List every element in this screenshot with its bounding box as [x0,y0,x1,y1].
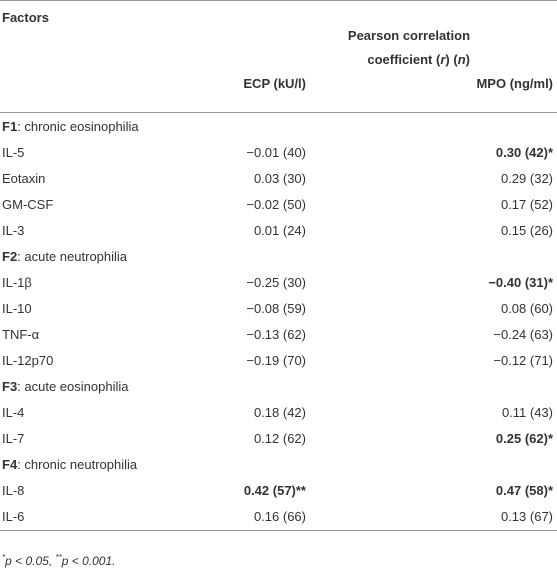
mpo-cell: −0.12 (71) [493,352,554,368]
pearson-header-line1: Pearson correlation [200,0,557,48]
ecp-cell: −0.02 (50) [246,196,306,212]
ecp-cell: −0.25 (30) [246,275,306,290]
mpo-cell: 0.47 (58)* [495,483,554,499]
ecp-cell: −0.01 (40) [246,144,306,160]
mpo-cell: −0.24 (63) [493,326,554,342]
factor-cell: Eotaxin [2,170,46,186]
table-row: IL-5 −0.01 (40) 0.30 (42)* [0,140,557,166]
footnote: *p < 0.05, **p < 0.001. [2,553,115,568]
mpo-cell: 0.29 (32) [500,170,554,186]
table-row: IL-4 0.18 (42) 0.11 (43) [0,400,557,426]
section-key: F2 [2,248,18,264]
section-row: F3: acute eosinophilia [0,373,557,400]
section-label: F4: chronic neutrophilia [0,451,557,478]
section-label: F1: chronic eosinophilia [0,113,557,140]
factor-cell: IL-4 [2,405,25,421]
ecp-cell: −0.19 (70) [246,352,306,368]
pearson-header-line2: coefficient (r) (n) [200,48,557,72]
ecp-cell: −0.13 (62) [246,326,306,342]
factor-cell: IL-3 [2,222,25,238]
factor-cell: IL-7 [2,430,25,446]
mpo-cell: −0.40 (31)* [488,275,554,290]
mpo-cell: 0.30 (42)* [495,144,554,160]
factor-cell: IL-5 [2,144,25,160]
factor-cell: IL-8 [2,483,25,499]
ecp-cell: 0.16 (66) [200,503,325,531]
factors-header: Factors [0,0,200,48]
section-row: F2: acute neutrophilia [0,243,557,270]
section-row: F4: chronic neutrophilia [0,451,557,478]
ecp-cell: 0.03 (30) [253,170,306,186]
header-spacer [0,48,200,72]
header-spacer [0,72,200,113]
table-row: IL-10 −0.08 (59) 0.08 (60) [0,295,557,321]
header-row-1: Factors Pearson correlation [0,0,557,48]
table-row: IL-12p70 −0.19 (70) −0.12 (71) [0,347,557,373]
ecp-column-header: ECP (kU/l) [200,72,325,113]
section-description: : chronic neutrophilia [17,457,138,473]
mpo-cell: 0.11 (43) [501,405,554,421]
header-row-2: coefficient (r) (n) [0,48,557,72]
ecp-cell: 0.01 (24) [253,222,306,238]
header-row-3: ECP (kU/l) MPO (ng/ml) [0,72,557,113]
section-description: : acute eosinophilia [17,378,129,394]
factor-cell: TNF-α [2,326,40,342]
section-row: F1: chronic eosinophilia [0,113,557,140]
section-label: F2: acute neutrophilia [0,243,557,270]
footnote-text-double: p < 0.001. [61,554,116,568]
footnote-text-single: p < 0.05, [5,554,56,568]
table-row: TNF-α −0.13 (62) −0.24 (63) [0,321,557,347]
table: Factors Pearson correlation coefficient … [0,0,557,531]
mpo-column-header: MPO (ng/ml) [325,72,557,113]
section-description: : chronic eosinophilia [17,118,139,134]
table-body: F1: chronic eosinophilia IL-5 −0.01 (40) 0.… [0,113,557,531]
factor-cell: IL-12p70 [2,352,54,368]
correlation-table: Factors Pearson correlation coefficient … [0,0,557,531]
mpo-cell: 0.08 (60) [500,300,554,316]
section-label: F3: acute eosinophilia [0,373,557,400]
table-row: IL-7 0.12 (62) 0.25 (62)* [0,426,557,452]
ecp-cell: 0.18 (42) [253,405,306,421]
ecp-cell: 0.42 (57)** [243,483,306,499]
footnote-mark-single: * [2,553,6,562]
table-row: IL-8 0.42 (57)** 0.47 (58)* [0,478,557,504]
factor-cell: IL-10 [2,300,32,316]
mpo-cell: 0.25 (62)* [495,430,554,446]
table-row: IL-1β −0.25 (30) −0.40 (31)* [0,270,557,296]
section-key: F4 [2,457,18,473]
section-description: : acute neutrophilia [17,248,128,264]
pearson-header-line2-text: coefficient (r) (n) [367,52,471,67]
factor-cell: GM-CSF [2,196,54,212]
ecp-cell: −0.08 (59) [246,300,306,316]
table-row: GM-CSF −0.02 (50) 0.17 (52) [0,191,557,217]
table-row: Eotaxin 0.03 (30) 0.29 (32) [0,165,557,191]
ecp-cell: 0.12 (62) [253,430,306,446]
table-row: IL-6 0.16 (66) 0.13 (67) [0,503,557,531]
factor-cell: IL-1β [2,275,32,290]
section-key: F1 [2,118,18,134]
mpo-cell: 0.17 (52) [500,196,554,212]
table-row: IL-3 0.01 (24) 0.15 (26) [0,217,557,243]
mpo-cell: 0.13 (67) [325,503,557,531]
factor-cell: IL-6 [0,503,200,531]
footnote-mark-double: ** [55,553,62,562]
section-key: F3 [2,378,18,394]
mpo-cell: 0.15 (26) [500,222,554,238]
